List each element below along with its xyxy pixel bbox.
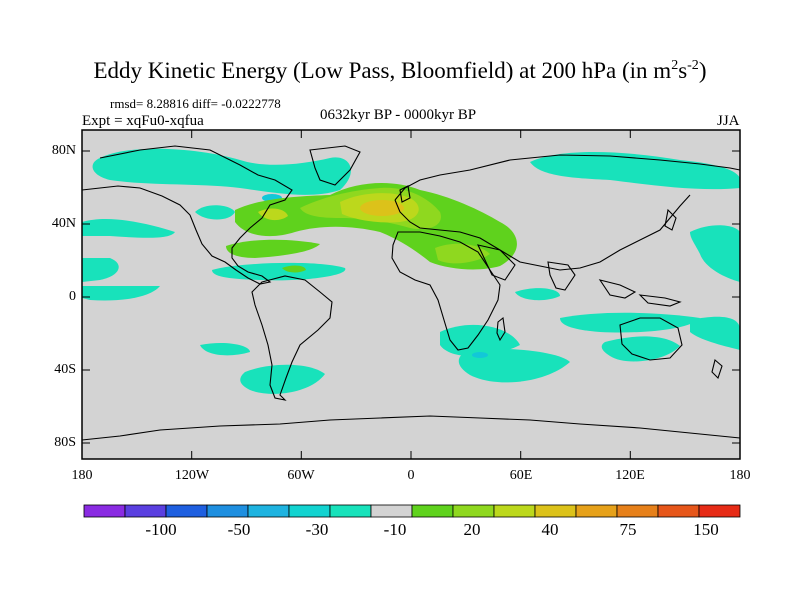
colorbar-swatch	[329, 504, 372, 518]
y-tick-label: 80N	[51, 143, 76, 158]
colorbar-swatch	[124, 504, 167, 518]
y-tick-marks	[82, 150, 740, 444]
title-superscript-minus2: -2	[687, 58, 699, 73]
colorbar-swatch	[206, 504, 249, 518]
peak-anomaly	[360, 200, 404, 216]
y-tick-label: 40S	[54, 362, 76, 377]
colorbar-swatch	[452, 504, 495, 518]
colorbar-swatch	[83, 504, 126, 518]
stats-label: rmsd= 8.28816 diff= -0.0222778	[110, 96, 281, 111]
title-superscript-2: 2	[671, 58, 679, 73]
colorbar-swatch	[698, 504, 741, 518]
colorbar-label: -30	[305, 520, 329, 539]
x-tick-marks	[81, 130, 741, 459]
colorbar-swatch	[657, 504, 700, 518]
colorbar-swatch	[575, 504, 618, 518]
experiment-label: Expt = xqFu0-xqfua	[82, 113, 204, 129]
colorbar-swatch	[616, 504, 659, 518]
x-tick-label: 180	[71, 468, 93, 483]
x-tick-label: 0	[407, 468, 415, 483]
colorbar	[83, 504, 741, 518]
colorbar-swatch	[247, 504, 290, 518]
x-tick-label: 60E	[509, 468, 533, 483]
y-tick-label: 40N	[51, 216, 76, 231]
negative-anomaly-patches	[82, 148, 740, 394]
colorbar-label: 40	[541, 520, 559, 539]
x-tick-label: 60W	[287, 468, 315, 483]
colorbar-swatch	[411, 504, 454, 518]
y-tick-label: 0	[69, 289, 76, 304]
colorbar-label: 75	[619, 520, 637, 539]
colorbar-label: 20	[463, 520, 481, 539]
colorbar-label: -10	[383, 520, 407, 539]
x-tick-label: 120E	[615, 468, 645, 483]
title-unit-s: s	[678, 58, 688, 83]
colorbar-label: -100	[145, 520, 177, 539]
y-tick-label: 80S	[54, 435, 76, 450]
colorbar-label: 150	[693, 520, 719, 539]
season-label: JJA	[717, 113, 740, 129]
coastlines	[81, 145, 741, 441]
colorbar-swatch	[370, 504, 413, 518]
colorbar-swatch	[534, 504, 577, 518]
period-label: 0632kyr BP - 0000kyr BP	[320, 107, 477, 123]
map-title: Eddy Kinetic Energy (Low Pass, Bloomfiel…	[0, 58, 800, 84]
title-text: Eddy Kinetic Energy (Low Pass, Bloomfiel…	[93, 58, 672, 83]
colorbar-swatch	[493, 504, 536, 518]
colorbar-label: -50	[227, 520, 251, 539]
colorbar-swatch	[165, 504, 208, 518]
x-tick-label: 180	[729, 468, 751, 483]
title-close: )	[698, 58, 707, 83]
x-tick-label: 120W	[174, 468, 210, 483]
colorbar-swatch	[288, 504, 331, 518]
